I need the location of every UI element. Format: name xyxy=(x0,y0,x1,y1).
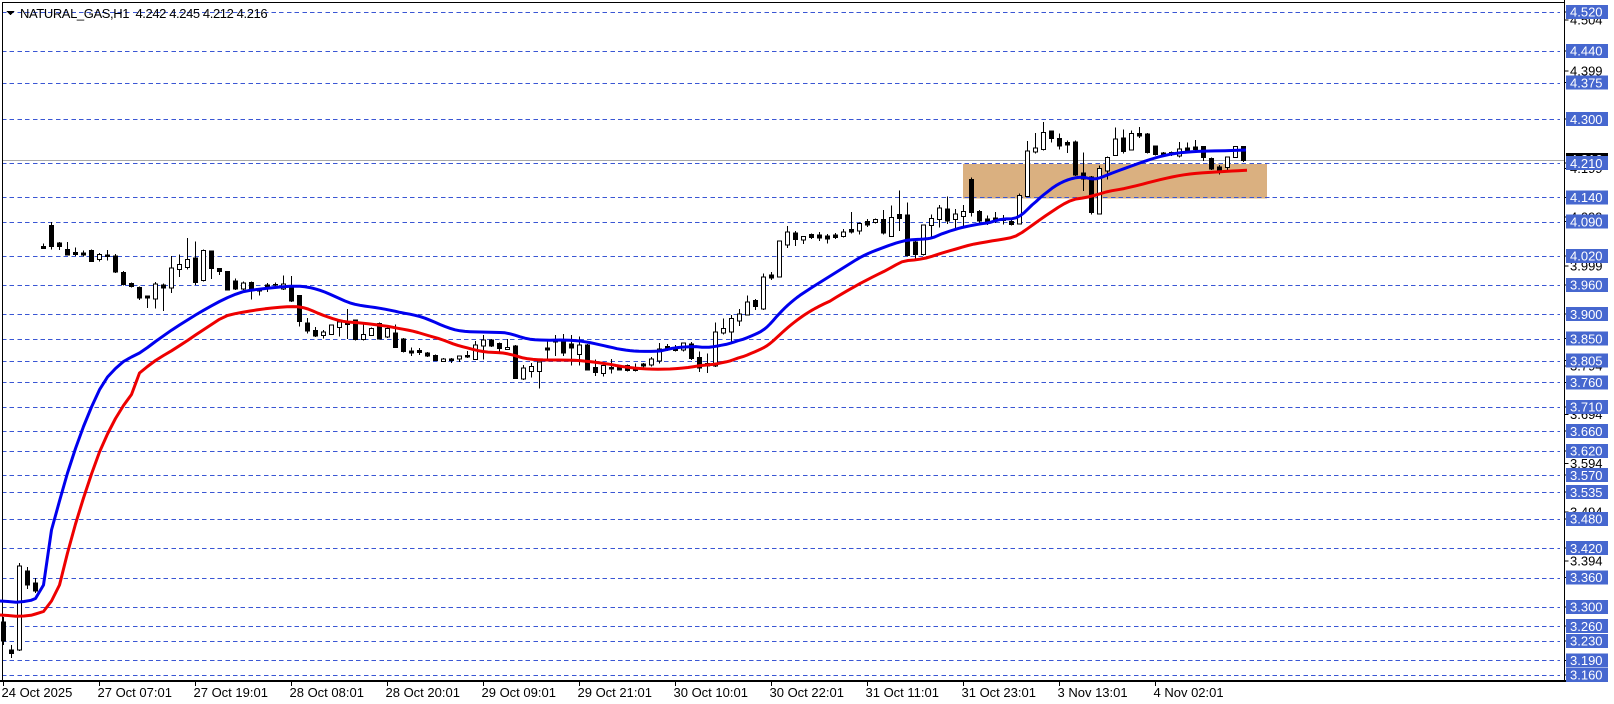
svg-text:3.160: 3.160 xyxy=(1570,668,1603,683)
svg-text:4 Nov 02:01: 4 Nov 02:01 xyxy=(1154,685,1224,700)
svg-text:4.375: 4.375 xyxy=(1570,75,1603,90)
svg-text:3.850: 3.850 xyxy=(1570,331,1603,346)
svg-text:3.420: 3.420 xyxy=(1570,541,1603,556)
svg-text:3.760: 3.760 xyxy=(1570,375,1603,390)
svg-text:4.020: 4.020 xyxy=(1570,249,1603,264)
svg-text:31 Oct 23:01: 31 Oct 23:01 xyxy=(962,685,1036,700)
svg-text:3.394: 3.394 xyxy=(1570,553,1603,568)
svg-text:3.805: 3.805 xyxy=(1570,353,1603,368)
svg-text:27 Oct 07:01: 27 Oct 07:01 xyxy=(98,685,172,700)
svg-text:4.300: 4.300 xyxy=(1570,112,1603,127)
svg-text:3.570: 3.570 xyxy=(1570,468,1603,483)
svg-text:3.300: 3.300 xyxy=(1570,600,1603,615)
svg-text:3.230: 3.230 xyxy=(1570,634,1603,649)
svg-text:27 Oct 19:01: 27 Oct 19:01 xyxy=(194,685,268,700)
svg-text:29 Oct 21:01: 29 Oct 21:01 xyxy=(578,685,652,700)
svg-text:3.960: 3.960 xyxy=(1570,278,1603,293)
svg-text:3.360: 3.360 xyxy=(1570,570,1603,585)
svg-text:3.660: 3.660 xyxy=(1570,424,1603,439)
svg-text:4.399: 4.399 xyxy=(1570,64,1603,79)
svg-text:28 Oct 20:01: 28 Oct 20:01 xyxy=(386,685,460,700)
svg-text:3.710: 3.710 xyxy=(1570,400,1603,415)
svg-text:3.260: 3.260 xyxy=(1570,619,1603,634)
svg-text:28 Oct 08:01: 28 Oct 08:01 xyxy=(290,685,364,700)
svg-text:24 Oct 2025: 24 Oct 2025 xyxy=(2,685,73,700)
svg-text:3.594: 3.594 xyxy=(1570,456,1603,471)
svg-text:30 Oct 22:01: 30 Oct 22:01 xyxy=(770,685,844,700)
svg-text:4.140: 4.140 xyxy=(1570,190,1603,205)
svg-text:3.190: 3.190 xyxy=(1570,653,1603,668)
svg-text:29 Oct 09:01: 29 Oct 09:01 xyxy=(482,685,556,700)
svg-text:4.440: 4.440 xyxy=(1570,44,1603,59)
svg-text:30 Oct 10:01: 30 Oct 10:01 xyxy=(674,685,748,700)
svg-text:4.520: 4.520 xyxy=(1570,5,1603,20)
svg-text:3.535: 3.535 xyxy=(1570,485,1603,500)
svg-text:31 Oct 11:01: 31 Oct 11:01 xyxy=(866,685,939,700)
svg-text:4.210: 4.210 xyxy=(1570,156,1603,171)
svg-text:3.620: 3.620 xyxy=(1570,443,1603,458)
svg-text:3.480: 3.480 xyxy=(1570,512,1603,527)
svg-text:3 Nov 13:01: 3 Nov 13:01 xyxy=(1058,685,1128,700)
svg-text:NATURAL_GAS,H1 4.242 4.245 4.: NATURAL_GAS,H1 4.242 4.245 4.212 4.216 xyxy=(20,6,267,21)
svg-text:3.900: 3.900 xyxy=(1570,307,1603,322)
svg-text:4.090: 4.090 xyxy=(1570,214,1603,229)
